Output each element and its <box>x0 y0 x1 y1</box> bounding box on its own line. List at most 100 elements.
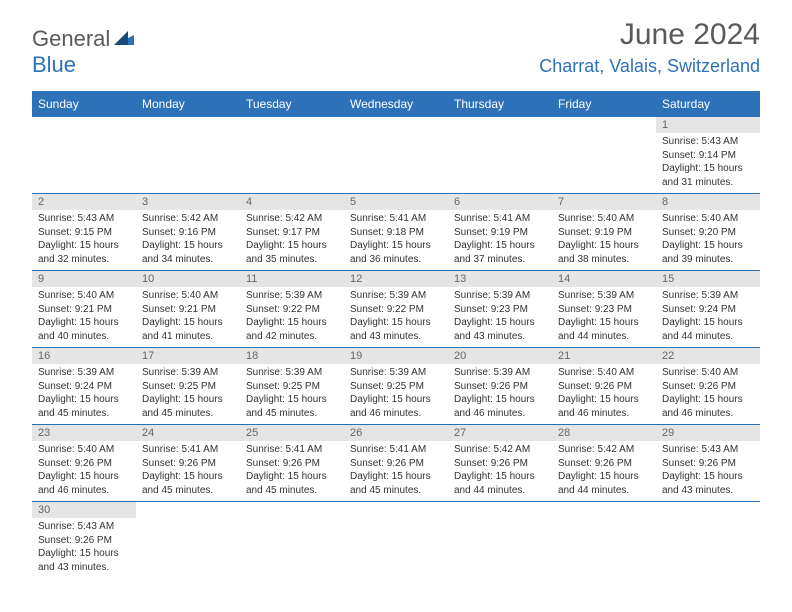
day-number: 7 <box>552 194 656 210</box>
week-row: 2Sunrise: 5:43 AMSunset: 9:15 PMDaylight… <box>32 194 760 271</box>
day-cell <box>448 502 552 578</box>
day-cell: 29Sunrise: 5:43 AMSunset: 9:26 PMDayligh… <box>656 425 760 501</box>
week-row: 1Sunrise: 5:43 AMSunset: 9:14 PMDaylight… <box>32 117 760 194</box>
day-detail: Sunrise: 5:40 AMSunset: 9:26 PMDaylight:… <box>552 364 656 424</box>
day-number: 22 <box>656 348 760 364</box>
day-cell <box>32 117 136 193</box>
day-detail: Sunrise: 5:40 AMSunset: 9:21 PMDaylight:… <box>136 287 240 347</box>
week-row: 30Sunrise: 5:43 AMSunset: 9:26 PMDayligh… <box>32 502 760 578</box>
day-cell <box>136 502 240 578</box>
day-header-sun: Sunday <box>32 91 136 117</box>
day-number: 4 <box>240 194 344 210</box>
day-cell: 24Sunrise: 5:41 AMSunset: 9:26 PMDayligh… <box>136 425 240 501</box>
day-number: 12 <box>344 271 448 287</box>
day-number: 10 <box>136 271 240 287</box>
day-detail: Sunrise: 5:41 AMSunset: 9:26 PMDaylight:… <box>240 441 344 501</box>
day-cell <box>656 502 760 578</box>
day-cell <box>552 502 656 578</box>
day-number: 25 <box>240 425 344 441</box>
day-cell: 27Sunrise: 5:42 AMSunset: 9:26 PMDayligh… <box>448 425 552 501</box>
day-detail: Sunrise: 5:43 AMSunset: 9:14 PMDaylight:… <box>656 133 760 193</box>
day-cell: 1Sunrise: 5:43 AMSunset: 9:14 PMDaylight… <box>656 117 760 193</box>
day-detail: Sunrise: 5:42 AMSunset: 9:16 PMDaylight:… <box>136 210 240 270</box>
day-number: 27 <box>448 425 552 441</box>
day-cell: 18Sunrise: 5:39 AMSunset: 9:25 PMDayligh… <box>240 348 344 424</box>
day-detail: Sunrise: 5:40 AMSunset: 9:26 PMDaylight:… <box>656 364 760 424</box>
day-number: 16 <box>32 348 136 364</box>
day-cell: 16Sunrise: 5:39 AMSunset: 9:24 PMDayligh… <box>32 348 136 424</box>
day-number: 2 <box>32 194 136 210</box>
day-header-row: Sunday Monday Tuesday Wednesday Thursday… <box>32 91 760 117</box>
day-header-sat: Saturday <box>656 91 760 117</box>
day-number: 17 <box>136 348 240 364</box>
calendar: Sunday Monday Tuesday Wednesday Thursday… <box>32 91 760 578</box>
week-row: 16Sunrise: 5:39 AMSunset: 9:24 PMDayligh… <box>32 348 760 425</box>
day-number: 14 <box>552 271 656 287</box>
day-cell: 12Sunrise: 5:39 AMSunset: 9:22 PMDayligh… <box>344 271 448 347</box>
day-number: 29 <box>656 425 760 441</box>
day-cell <box>552 117 656 193</box>
day-cell: 21Sunrise: 5:40 AMSunset: 9:26 PMDayligh… <box>552 348 656 424</box>
day-number: 11 <box>240 271 344 287</box>
day-cell <box>344 502 448 578</box>
day-number: 19 <box>344 348 448 364</box>
day-number: 28 <box>552 425 656 441</box>
day-number: 13 <box>448 271 552 287</box>
day-header-mon: Monday <box>136 91 240 117</box>
day-number: 20 <box>448 348 552 364</box>
day-number: 8 <box>656 194 760 210</box>
day-detail: Sunrise: 5:43 AMSunset: 9:26 PMDaylight:… <box>32 518 136 578</box>
day-cell: 17Sunrise: 5:39 AMSunset: 9:25 PMDayligh… <box>136 348 240 424</box>
weeks-container: 1Sunrise: 5:43 AMSunset: 9:14 PMDaylight… <box>32 117 760 578</box>
day-header-tue: Tuesday <box>240 91 344 117</box>
day-cell: 6Sunrise: 5:41 AMSunset: 9:19 PMDaylight… <box>448 194 552 270</box>
day-detail: Sunrise: 5:40 AMSunset: 9:21 PMDaylight:… <box>32 287 136 347</box>
day-number: 3 <box>136 194 240 210</box>
day-detail: Sunrise: 5:39 AMSunset: 9:24 PMDaylight:… <box>656 287 760 347</box>
day-cell: 9Sunrise: 5:40 AMSunset: 9:21 PMDaylight… <box>32 271 136 347</box>
day-cell: 5Sunrise: 5:41 AMSunset: 9:18 PMDaylight… <box>344 194 448 270</box>
day-number: 26 <box>344 425 448 441</box>
day-detail: Sunrise: 5:39 AMSunset: 9:23 PMDaylight:… <box>552 287 656 347</box>
day-detail: Sunrise: 5:41 AMSunset: 9:19 PMDaylight:… <box>448 210 552 270</box>
day-detail: Sunrise: 5:43 AMSunset: 9:26 PMDaylight:… <box>656 441 760 501</box>
day-number: 9 <box>32 271 136 287</box>
day-number: 6 <box>448 194 552 210</box>
flag-icon <box>114 31 134 50</box>
day-cell: 26Sunrise: 5:41 AMSunset: 9:26 PMDayligh… <box>344 425 448 501</box>
day-cell: 22Sunrise: 5:40 AMSunset: 9:26 PMDayligh… <box>656 348 760 424</box>
logo-text-blue-wrap <box>112 29 134 50</box>
day-cell: 4Sunrise: 5:42 AMSunset: 9:17 PMDaylight… <box>240 194 344 270</box>
day-detail: Sunrise: 5:40 AMSunset: 9:20 PMDaylight:… <box>656 210 760 270</box>
day-cell: 14Sunrise: 5:39 AMSunset: 9:23 PMDayligh… <box>552 271 656 347</box>
day-cell: 3Sunrise: 5:42 AMSunset: 9:16 PMDaylight… <box>136 194 240 270</box>
day-number: 24 <box>136 425 240 441</box>
logo-text-general: General <box>32 26 110 52</box>
day-detail: Sunrise: 5:41 AMSunset: 9:26 PMDaylight:… <box>344 441 448 501</box>
day-cell: 19Sunrise: 5:39 AMSunset: 9:25 PMDayligh… <box>344 348 448 424</box>
day-cell: 28Sunrise: 5:42 AMSunset: 9:26 PMDayligh… <box>552 425 656 501</box>
day-cell: 7Sunrise: 5:40 AMSunset: 9:19 PMDaylight… <box>552 194 656 270</box>
day-cell <box>344 117 448 193</box>
header: General June 2024 Charrat, Valais, Switz… <box>0 0 792 85</box>
day-number: 21 <box>552 348 656 364</box>
day-number: 15 <box>656 271 760 287</box>
day-detail: Sunrise: 5:39 AMSunset: 9:25 PMDaylight:… <box>240 364 344 424</box>
day-detail: Sunrise: 5:39 AMSunset: 9:23 PMDaylight:… <box>448 287 552 347</box>
title-block: June 2024 Charrat, Valais, Switzerland <box>539 18 760 77</box>
day-cell: 15Sunrise: 5:39 AMSunset: 9:24 PMDayligh… <box>656 271 760 347</box>
day-cell: 20Sunrise: 5:39 AMSunset: 9:26 PMDayligh… <box>448 348 552 424</box>
day-cell: 25Sunrise: 5:41 AMSunset: 9:26 PMDayligh… <box>240 425 344 501</box>
day-header-thu: Thursday <box>448 91 552 117</box>
logo-text-blue: Blue <box>32 52 76 78</box>
day-number: 18 <box>240 348 344 364</box>
day-cell <box>240 117 344 193</box>
day-detail: Sunrise: 5:40 AMSunset: 9:26 PMDaylight:… <box>32 441 136 501</box>
week-row: 9Sunrise: 5:40 AMSunset: 9:21 PMDaylight… <box>32 271 760 348</box>
day-detail: Sunrise: 5:39 AMSunset: 9:24 PMDaylight:… <box>32 364 136 424</box>
day-number: 23 <box>32 425 136 441</box>
day-cell: 13Sunrise: 5:39 AMSunset: 9:23 PMDayligh… <box>448 271 552 347</box>
logo: General <box>32 26 134 52</box>
day-cell <box>136 117 240 193</box>
day-detail: Sunrise: 5:39 AMSunset: 9:22 PMDaylight:… <box>240 287 344 347</box>
